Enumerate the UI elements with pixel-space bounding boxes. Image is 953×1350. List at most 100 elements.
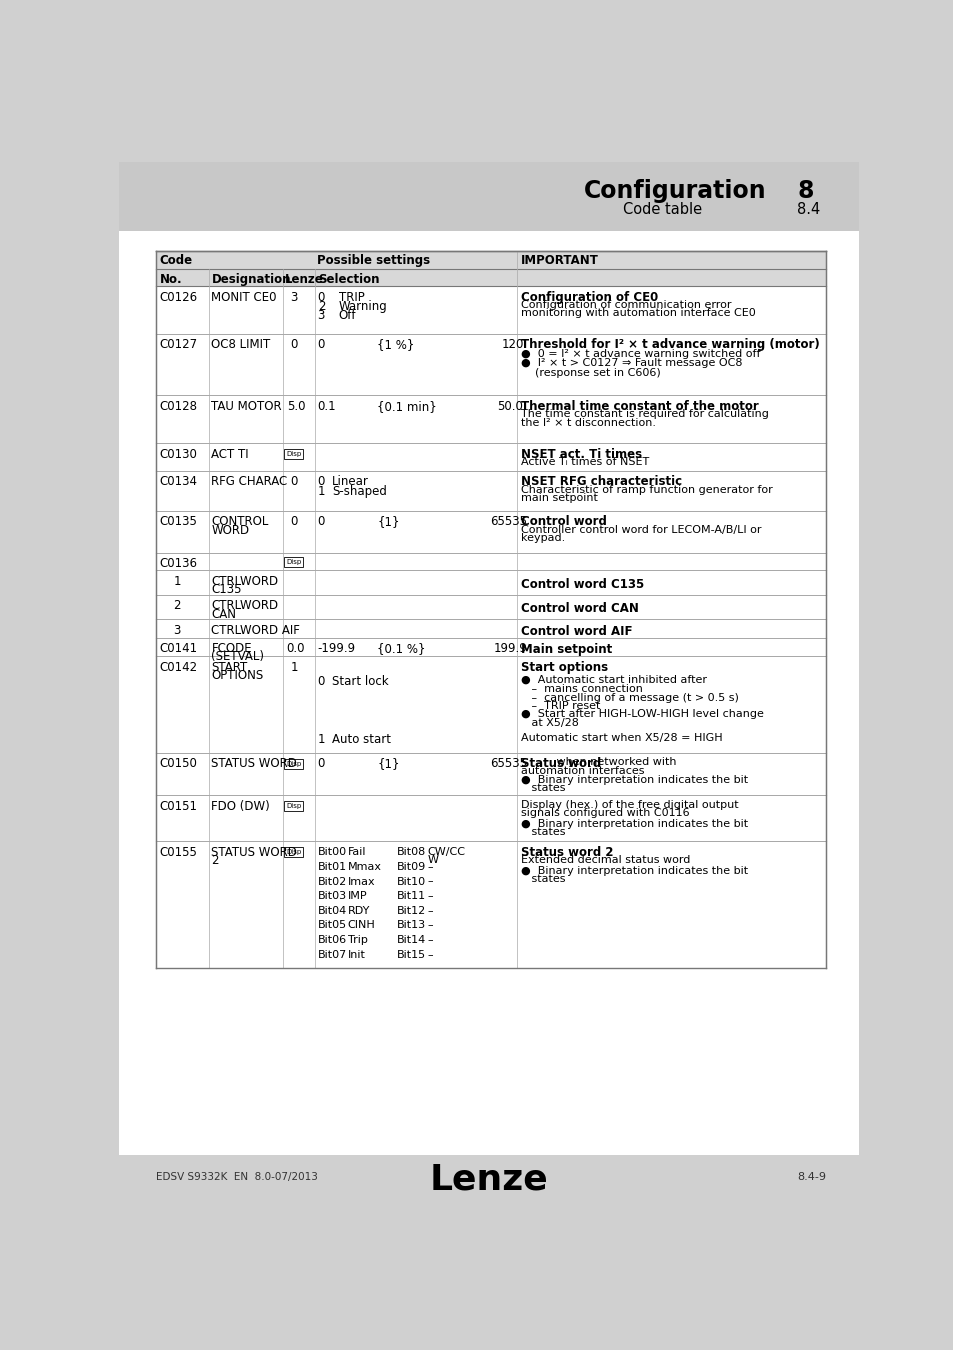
Text: 65535: 65535: [489, 516, 526, 528]
Text: MONIT CE0: MONIT CE0: [212, 290, 276, 304]
Text: Automatic start when X5/28 = HIGH: Automatic start when X5/28 = HIGH: [520, 733, 721, 744]
Text: Main setpoint: Main setpoint: [520, 643, 611, 656]
Text: Trip: Trip: [348, 936, 367, 945]
Text: ●  Binary interpretation indicates the bit: ● Binary interpretation indicates the bi…: [520, 775, 747, 784]
Text: ●  Binary interpretation indicates the bit: ● Binary interpretation indicates the bi…: [520, 865, 747, 876]
Text: 3: 3: [317, 309, 325, 323]
Text: when networked with: when networked with: [553, 757, 676, 767]
Text: –: –: [427, 876, 433, 887]
Text: 0: 0: [291, 475, 297, 489]
Text: 5.0: 5.0: [286, 400, 305, 413]
Text: Active Tᵢ times of NSET: Active Tᵢ times of NSET: [520, 456, 648, 467]
Text: Init: Init: [348, 949, 365, 960]
Text: –  cancelling of a message (t > 0.5 s): – cancelling of a message (t > 0.5 s): [520, 693, 738, 702]
Text: ACT TI: ACT TI: [212, 448, 249, 460]
Text: Bit06: Bit06: [317, 936, 346, 945]
Text: C0151: C0151: [159, 799, 197, 813]
Text: signals configured with C0116: signals configured with C0116: [520, 809, 689, 818]
Text: Control word CAN: Control word CAN: [520, 602, 638, 616]
Text: NSET act. Ti times: NSET act. Ti times: [520, 448, 641, 460]
Text: CTRLWORD: CTRLWORD: [212, 575, 278, 587]
Text: W: W: [427, 855, 438, 865]
Text: Characteristic of ramp function generator for: Characteristic of ramp function generato…: [520, 485, 772, 494]
Text: Lenze: Lenze: [429, 1162, 548, 1197]
Text: 8.4-9: 8.4-9: [796, 1172, 825, 1183]
Text: CW/CC: CW/CC: [427, 848, 465, 857]
Text: states: states: [520, 828, 564, 837]
Text: STATUS WORD: STATUS WORD: [212, 845, 297, 859]
Text: 8: 8: [797, 180, 813, 202]
Text: Start lock: Start lock: [332, 675, 389, 687]
Text: C0128: C0128: [159, 400, 197, 413]
Text: Control word C135: Control word C135: [520, 578, 643, 591]
Text: 0: 0: [291, 339, 297, 351]
Text: 1: 1: [291, 662, 297, 674]
Bar: [156, 269, 825, 286]
Text: –: –: [427, 949, 433, 960]
Text: ●  Start after HIGH-LOW-HIGH level change: ● Start after HIGH-LOW-HIGH level change: [520, 710, 762, 720]
Text: states: states: [520, 875, 564, 884]
Text: 199.9: 199.9: [493, 643, 527, 656]
Text: Controller control word for LECOM-A/B/LI or: Controller control word for LECOM-A/B/LI…: [520, 525, 760, 535]
Text: 120: 120: [500, 339, 523, 351]
Text: WORD: WORD: [212, 524, 250, 537]
Text: at X5/28: at X5/28: [520, 718, 578, 728]
Text: keypad.: keypad.: [520, 533, 564, 543]
Text: monitoring with automation interface CE0: monitoring with automation interface CE0: [520, 308, 755, 319]
Text: RDY: RDY: [348, 906, 370, 915]
Text: ●  Binary interpretation indicates the bit: ● Binary interpretation indicates the bi…: [520, 819, 747, 829]
Text: {1}: {1}: [377, 757, 399, 771]
Text: ●  I² × t > C0127 ⇒ Fault message OC8: ● I² × t > C0127 ⇒ Fault message OC8: [520, 358, 741, 369]
Bar: [284, 558, 303, 567]
Text: FCODE: FCODE: [212, 643, 252, 656]
Text: Disp: Disp: [286, 559, 301, 566]
Text: Bit15: Bit15: [396, 949, 425, 960]
Text: 2: 2: [173, 599, 181, 613]
Text: Disp: Disp: [286, 451, 301, 458]
Text: C0142: C0142: [159, 662, 197, 674]
Text: C0136: C0136: [159, 558, 197, 570]
Text: Control word AIF: Control word AIF: [520, 625, 632, 637]
Bar: [119, 231, 858, 1156]
Text: Bit14: Bit14: [396, 936, 425, 945]
Text: 2: 2: [317, 300, 325, 313]
Bar: [156, 251, 825, 269]
Text: –: –: [427, 921, 433, 930]
Text: CONTROL: CONTROL: [212, 516, 269, 528]
Bar: [284, 450, 303, 459]
Text: START: START: [212, 662, 248, 674]
Text: Bit00: Bit00: [317, 848, 346, 857]
Text: Bit08: Bit08: [396, 848, 425, 857]
Text: 0: 0: [317, 516, 325, 528]
Text: Disp: Disp: [286, 803, 301, 809]
Text: TAU MOTOR: TAU MOTOR: [212, 400, 282, 413]
Text: Linear: Linear: [332, 475, 369, 489]
Text: Fail: Fail: [348, 848, 366, 857]
Text: –  mains connection: – mains connection: [520, 684, 642, 694]
Text: –: –: [427, 891, 433, 902]
Text: {1}: {1}: [377, 516, 399, 528]
Text: CINH: CINH: [348, 921, 375, 930]
Text: ●  0 = I² × t advance warning switched off: ● 0 = I² × t advance warning switched of…: [520, 350, 760, 359]
Text: CAN: CAN: [212, 608, 236, 621]
Text: 0: 0: [291, 516, 297, 528]
Text: 3: 3: [173, 624, 181, 637]
Text: C135: C135: [212, 583, 242, 597]
Text: Warning: Warning: [338, 300, 387, 313]
Text: Lenze: Lenze: [285, 273, 323, 286]
Text: EDSV S9332K  EN  8.0-07/2013: EDSV S9332K EN 8.0-07/2013: [156, 1172, 318, 1183]
Text: CTRLWORD AIF: CTRLWORD AIF: [212, 624, 300, 637]
Text: {0.1 %}: {0.1 %}: [377, 643, 425, 656]
Text: Bit11: Bit11: [396, 891, 425, 902]
Text: 0: 0: [317, 290, 325, 304]
Text: 0: 0: [317, 475, 325, 489]
Text: C0126: C0126: [159, 290, 197, 304]
Text: C0150: C0150: [159, 757, 197, 771]
Text: RFG CHARAC: RFG CHARAC: [212, 475, 288, 489]
Text: Bit04: Bit04: [317, 906, 347, 915]
Text: Off: Off: [338, 309, 355, 323]
Text: 0.1: 0.1: [317, 400, 335, 413]
Text: Bit13: Bit13: [396, 921, 425, 930]
Text: Start options: Start options: [520, 662, 607, 674]
Text: Bit12: Bit12: [396, 906, 425, 915]
